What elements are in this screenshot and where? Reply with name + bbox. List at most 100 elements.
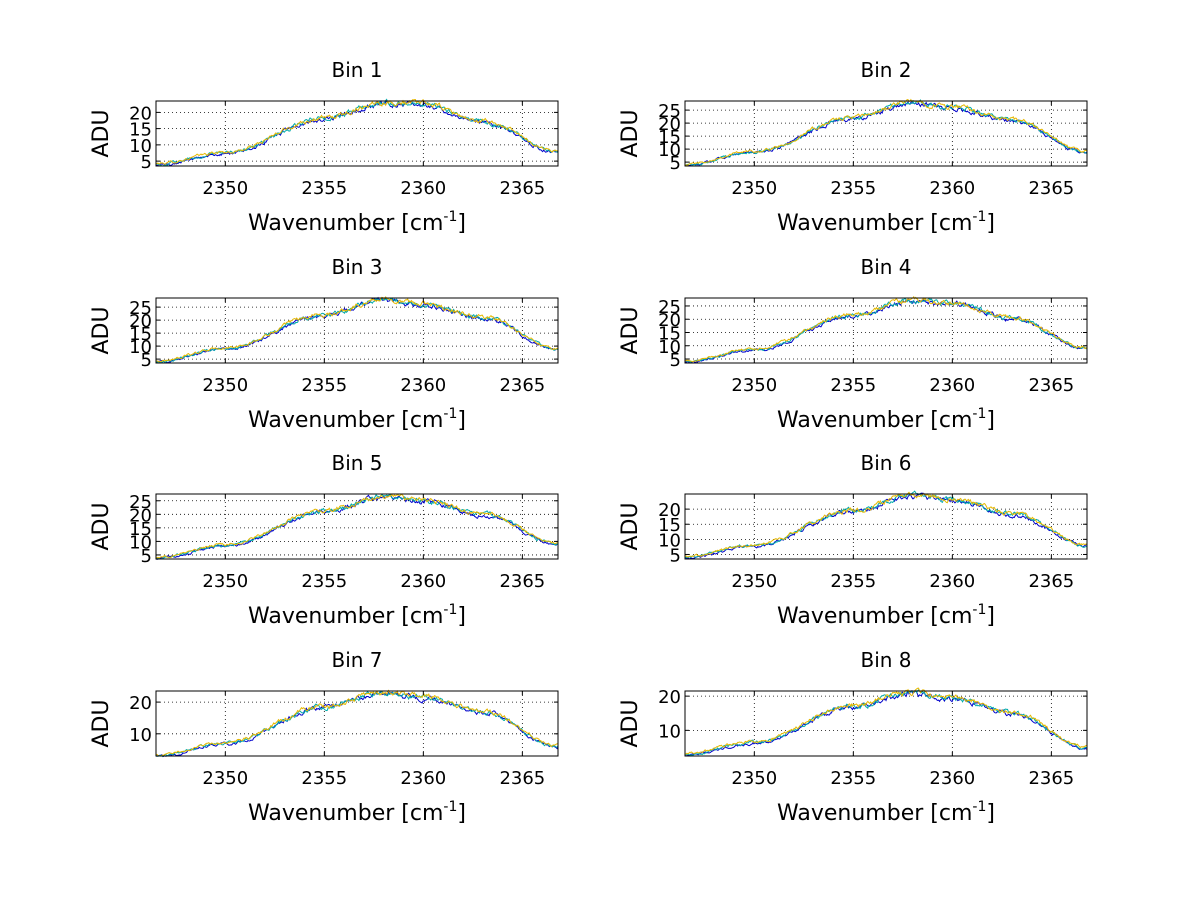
y-tick-label: 10 <box>129 532 152 553</box>
series-line-3 <box>155 296 559 363</box>
x-axis-label: Wavenumber [cm-1] <box>777 209 995 236</box>
x-tick-label: 2355 <box>830 768 876 789</box>
y-tick-label: 25 <box>129 298 152 319</box>
series-line-1 <box>684 492 1088 560</box>
y-tick-label: 20 <box>658 114 681 135</box>
subplot-title: Bin 7 <box>331 648 382 672</box>
y-tick-label: 10 <box>129 337 152 358</box>
y-tick-label: 5 <box>141 350 152 371</box>
x-tick-label: 2365 <box>499 768 545 789</box>
series-line-3 <box>684 295 1088 363</box>
x-tick-label: 2360 <box>400 178 446 199</box>
subplot-title: Bin 5 <box>331 451 382 475</box>
axes-frame <box>684 297 1088 364</box>
y-tick-label: 15 <box>658 323 681 344</box>
y-axis-label: ADU <box>89 306 114 354</box>
x-tick-label: 2350 <box>202 768 248 789</box>
x-tick-label: 2355 <box>301 375 347 396</box>
y-axis-label: ADU <box>618 306 643 354</box>
x-axis-label: Wavenumber [cm-1] <box>248 209 466 236</box>
series-line-2 <box>155 493 559 560</box>
y-tick-label: 10 <box>129 136 152 157</box>
x-tick-label: 2355 <box>830 178 876 199</box>
x-tick-label: 2350 <box>731 571 777 592</box>
x-axis-label: Wavenumber [cm-1] <box>248 406 466 433</box>
y-tick-label: 5 <box>670 545 681 566</box>
series-line-2 <box>155 690 559 758</box>
series-line-3 <box>155 689 559 757</box>
subplot-bin-8: 2350 2355 2360 2365 10 20 Bin 8 Wavenumber [cm-… <box>618 648 1088 826</box>
x-tick-label: 2360 <box>929 571 975 592</box>
series-line-1 <box>155 691 559 758</box>
axes-frame <box>155 100 559 167</box>
series-line-3 <box>155 493 559 559</box>
x-tick-label: 2360 <box>400 375 446 396</box>
x-tick-label: 2360 <box>400 571 446 592</box>
y-tick-label: 20 <box>129 103 152 124</box>
x-tick-label: 2355 <box>830 571 876 592</box>
x-tick-label: 2365 <box>1028 178 1074 199</box>
y-tick-label: 5 <box>670 350 681 371</box>
axes-frame <box>684 493 1088 560</box>
subplot-title: Bin 6 <box>860 451 911 475</box>
y-axis-label: ADU <box>89 699 114 747</box>
x-tick-label: 2350 <box>202 178 248 199</box>
y-tick-label: 15 <box>129 324 152 345</box>
x-tick-label: 2365 <box>1028 375 1074 396</box>
subplot-title: Bin 8 <box>860 648 911 672</box>
x-tick-label: 2360 <box>400 768 446 789</box>
y-tick-label: 10 <box>658 721 681 742</box>
y-tick-label: 20 <box>129 505 152 526</box>
y-axis-label: ADU <box>618 699 643 747</box>
subplot-title: Bin 1 <box>331 58 382 82</box>
series-line-1 <box>155 99 559 167</box>
x-tick-label: 2350 <box>202 571 248 592</box>
x-tick-label: 2365 <box>1028 768 1074 789</box>
x-axis-label: Wavenumber [cm-1] <box>777 602 995 629</box>
axes-frame <box>684 690 1088 757</box>
x-tick-label: 2350 <box>731 768 777 789</box>
subplot-title: Bin 3 <box>331 255 382 279</box>
y-tick-label: 10 <box>658 140 681 161</box>
y-axis-label: ADU <box>89 109 114 157</box>
x-tick-label: 2355 <box>301 768 347 789</box>
series-line-3 <box>155 98 558 165</box>
series-line-1 <box>684 100 1088 167</box>
y-tick-label: 20 <box>658 500 681 521</box>
y-tick-label: 25 <box>658 101 681 122</box>
series-line-2 <box>684 99 1088 166</box>
y-axis-label: ADU <box>89 502 114 550</box>
y-tick-label: 5 <box>141 546 152 567</box>
x-tick-label: 2350 <box>202 375 248 396</box>
y-tick-label: 25 <box>658 297 681 318</box>
series-line-3 <box>684 98 1088 166</box>
y-axis-label: ADU <box>618 502 643 550</box>
x-tick-label: 2350 <box>731 178 777 199</box>
y-tick-label: 5 <box>141 152 152 173</box>
x-tick-label: 2365 <box>499 178 545 199</box>
x-axis-label: Wavenumber [cm-1] <box>248 602 466 629</box>
y-tick-label: 15 <box>129 120 152 141</box>
x-tick-label: 2365 <box>499 571 545 592</box>
y-tick-label: 15 <box>129 519 152 540</box>
axes-frame <box>684 100 1088 167</box>
y-tick-label: 15 <box>658 515 681 536</box>
x-tick-label: 2360 <box>929 768 975 789</box>
x-axis-label: Wavenumber [cm-1] <box>777 406 995 433</box>
y-tick-label: 15 <box>658 127 681 148</box>
y-tick-label: 10 <box>658 337 681 358</box>
series-line-2 <box>684 297 1088 363</box>
y-tick-label: 25 <box>129 492 152 513</box>
x-tick-label: 2355 <box>301 571 347 592</box>
y-tick-label: 5 <box>670 153 681 174</box>
axes-frame <box>155 297 559 364</box>
y-tick-label: 10 <box>129 725 152 746</box>
series-line-2 <box>155 297 559 363</box>
